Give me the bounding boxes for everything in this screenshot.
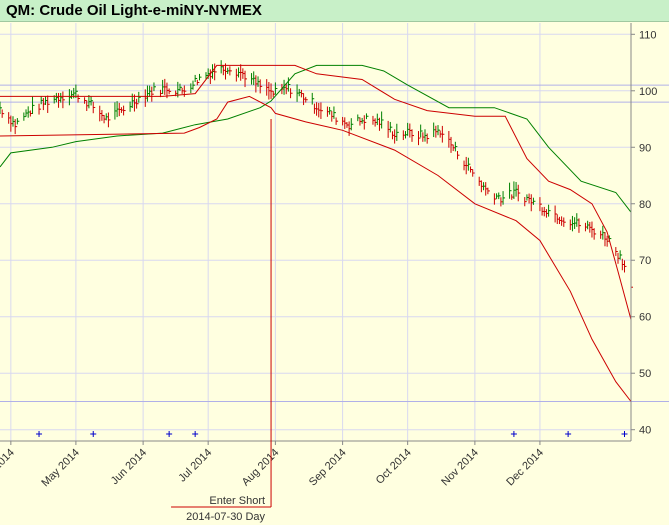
plot-background [0,23,631,441]
entry-date-label: 2014-07-30 Day [186,511,265,523]
grid-lines [0,23,631,441]
y-tick-label-90: 90 [639,142,651,154]
channel-line-2 [0,95,632,402]
y-tick-label-100: 100 [639,86,657,98]
channel-lines [0,64,632,402]
channel-line-1 [0,64,632,320]
x-tick-label-7: Nov 2014 [439,447,481,489]
chart-title-bar: QM: Crude Oil Light-e-miNY-NYMEX [0,0,669,22]
chart-title: QM: Crude Oil Light-e-miNY-NYMEX [6,2,262,19]
x-tick-label-8: Dec 2014 [504,447,546,489]
signal-markers [36,431,628,437]
y-tick-label-80: 80 [639,199,651,211]
entry-annotation: Enter Short 2014-07-30 Day [171,119,272,523]
x-tick-label-1: May 2014 [39,447,82,490]
x-tick-label-4: Aug 2014 [240,447,282,489]
y-tick-label-110: 110 [639,29,657,41]
y-axis-ticks: 40 50 60 70 80 90 100 110 [631,29,657,437]
price-bars [0,60,633,295]
y-tick-label-70: 70 [639,255,651,267]
y-tick-label-50: 50 [639,368,651,380]
x-axis-ticks: Apr 2014 May 2014 Jun 2014 Jul 2014 Aug 2014… [0,441,546,489]
x-tick-label-0: Apr 2014 [0,447,17,487]
x-tick-label-6: Oct 2014 [374,447,414,487]
y-tick-label-60: 60 [639,312,651,324]
x-tick-label-5: Sep 2014 [307,447,349,489]
reference-lines [0,84,669,402]
entry-label: Enter Short [209,495,265,507]
y-tick-label-40: 40 [639,425,651,437]
x-tick-label-2: Jun 2014 [109,447,149,487]
x-tick-label-3: Jul 2014 [176,447,214,485]
